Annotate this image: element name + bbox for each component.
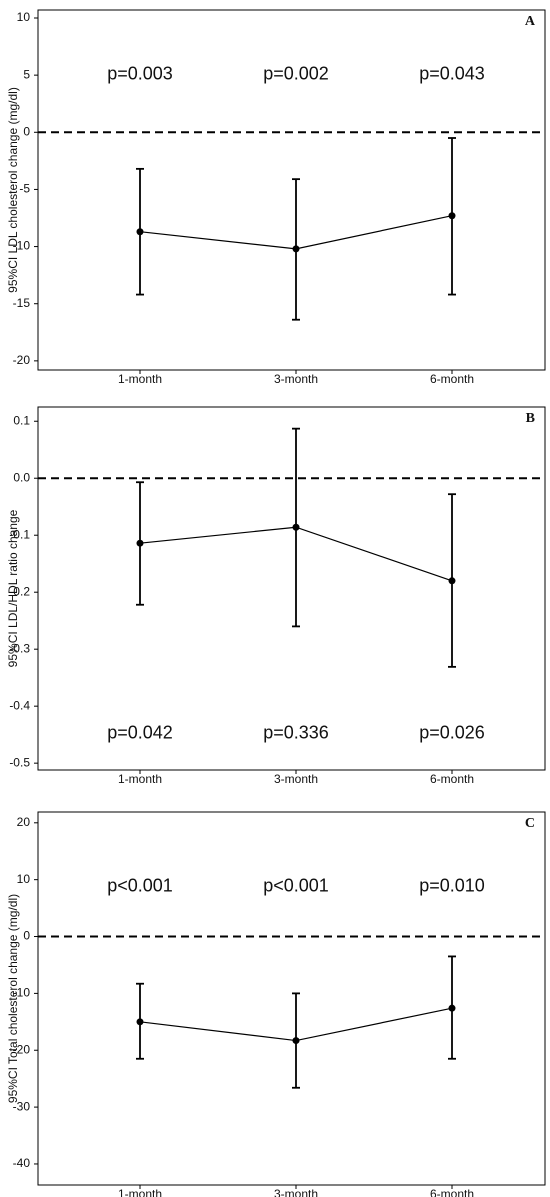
panel-label: A	[525, 14, 536, 29]
y-tick-label: -0.5	[9, 755, 30, 769]
y-tick-label: -0.2	[9, 584, 30, 598]
point	[136, 228, 144, 236]
p-value: p=0.336	[263, 722, 329, 742]
point	[448, 1004, 456, 1012]
point	[292, 245, 300, 253]
y-tick-label: -5	[19, 182, 30, 196]
y-tick-label: 5	[23, 67, 30, 81]
y-tick-label: -10	[13, 986, 31, 1000]
plot-frame	[37, 406, 546, 771]
p-value: p=0.003	[107, 64, 173, 84]
point	[136, 539, 144, 547]
y-tick-label: -0.1	[9, 527, 30, 541]
p-value: p=0.042	[107, 722, 173, 742]
p-value: p<0.001	[107, 875, 173, 895]
x-tick-label: 1-month	[118, 1187, 162, 1197]
x-tick-label: 3-month	[274, 772, 318, 786]
p-value: p=0.026	[419, 722, 485, 742]
y-tick-label: -20	[13, 353, 31, 367]
y-tick-label: -40	[13, 1156, 31, 1170]
p-value: p=0.043	[419, 64, 485, 84]
y-axis-title: 95%CI Total cholesterol change (mg/dl)	[6, 894, 20, 1103]
x-tick-label: 3-month	[274, 1187, 318, 1197]
plot-frame	[37, 811, 546, 1186]
y-tick-label: -0.4	[9, 698, 30, 712]
y-tick-label: 0.0	[13, 470, 30, 484]
y-tick-label: 10	[17, 10, 31, 24]
p-value: p=0.010	[419, 875, 485, 895]
p-value: p=0.002	[263, 64, 329, 84]
x-tick-label: 6-month	[430, 772, 474, 786]
y-tick-label: 10	[17, 872, 31, 886]
point	[292, 1037, 300, 1045]
point	[448, 577, 456, 585]
panel-label: C	[525, 816, 535, 831]
point	[292, 523, 300, 531]
point	[448, 212, 456, 220]
x-tick-label: 3-month	[274, 372, 318, 386]
plot-frame	[37, 9, 546, 371]
y-tick-label: -20	[13, 1042, 31, 1056]
x-tick-label: 6-month	[430, 1187, 474, 1197]
y-tick-label: -30	[13, 1099, 31, 1113]
y-axis-title: 95%CI LDL/HDL ratio change	[6, 509, 20, 667]
panel-label: B	[526, 411, 535, 426]
point	[136, 1018, 144, 1026]
y-tick-label: 0	[23, 929, 30, 943]
y-tick-label: -15	[13, 296, 31, 310]
x-tick-label: 6-month	[430, 372, 474, 386]
y-tick-label: 0	[23, 124, 30, 138]
x-tick-label: 1-month	[118, 372, 162, 386]
y-tick-label: 0.1	[13, 413, 30, 427]
y-tick-label: 20	[17, 815, 31, 829]
x-tick-label: 1-month	[118, 772, 162, 786]
y-tick-label: -0.3	[9, 641, 30, 655]
y-tick-label: -10	[13, 239, 31, 253]
p-value: p<0.001	[263, 875, 329, 895]
y-axis-title: 95%CI LDL cholesterol change (mg/dl)	[6, 87, 20, 293]
